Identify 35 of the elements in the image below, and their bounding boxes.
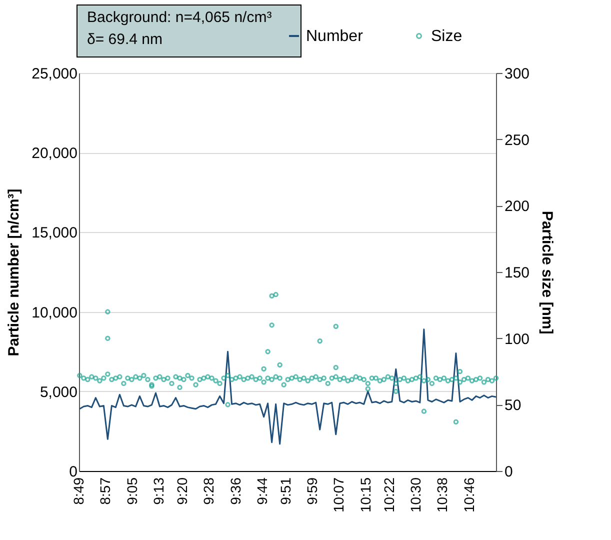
- x-tick-label: 9:05: [124, 477, 140, 505]
- y-axis-title: Particle number [n/cm³]: [6, 188, 23, 356]
- y2-tick-label: 200: [504, 198, 530, 216]
- x-tick-label: 10:07: [330, 477, 347, 513]
- y2-tick-label: 0: [504, 464, 513, 480]
- y2-tick-label: 100: [504, 330, 530, 348]
- x-tick-label: 9:28: [200, 477, 217, 505]
- y2-tick-label: 300: [504, 66, 530, 82]
- y2-tick-label: 250: [504, 132, 530, 149]
- y2-tick-label: 150: [504, 264, 530, 282]
- x-tick-label: 9:13: [150, 477, 167, 505]
- x-tick-label: 10:15: [357, 477, 374, 513]
- y-tick-label: 10,000: [32, 304, 78, 322]
- y-tick-label: 15,000: [32, 224, 78, 242]
- y-tick-label: 20,000: [32, 145, 78, 162]
- y2-axis-title: Particle size [nm]: [538, 210, 556, 334]
- legend-label: Number: [306, 28, 364, 45]
- x-tick-label: 9:20: [174, 477, 190, 505]
- x-tick-label: 10:30: [407, 477, 424, 513]
- y-tick-label: 5,000: [40, 384, 78, 401]
- x-tick-label: 9:59: [304, 477, 320, 505]
- x-tick-label: 10:46: [460, 477, 477, 513]
- x-tick-label: 10:22: [380, 477, 397, 513]
- text: δ= 69.4 nm: [87, 31, 162, 48]
- x-tick-label: 8:49: [70, 477, 86, 505]
- y-tick-label: 25,000: [32, 66, 78, 82]
- x-tick-label: 9:51: [277, 477, 294, 505]
- line-series: [78, 328, 497, 445]
- x-tick-label: 9:36: [227, 477, 244, 505]
- x-tick-label: 10:38: [434, 477, 450, 513]
- x-tick-label: 8:57: [97, 477, 114, 505]
- legend-label: Size: [431, 28, 462, 45]
- text: Background: n=4,065 n/cm³: [87, 9, 272, 26]
- y2-tick-label: 50: [504, 397, 522, 414]
- x-tick-label: 9:44: [254, 477, 270, 505]
